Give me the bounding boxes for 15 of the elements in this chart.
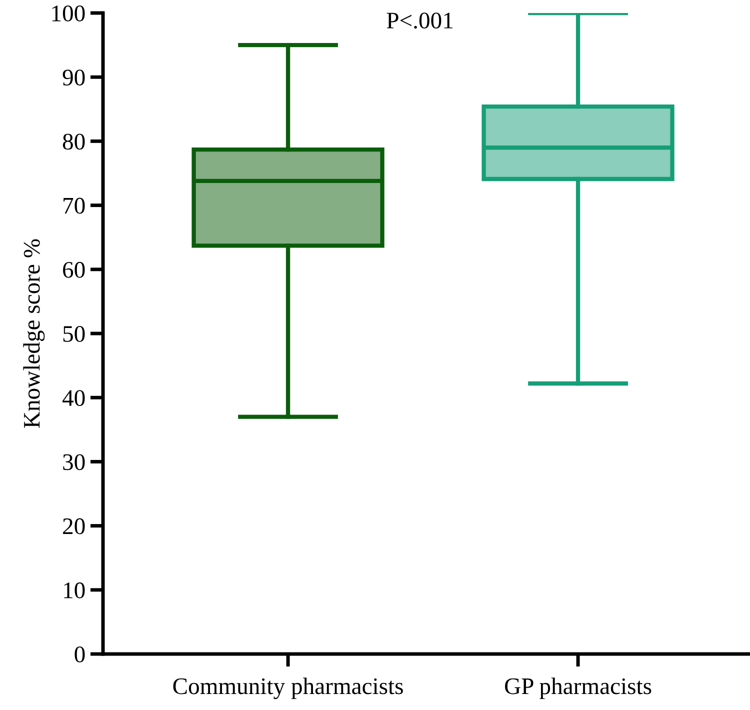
y-tick-label: 50 — [63, 326, 85, 342]
y-tick-label: 70 — [64, 198, 85, 214]
y-tick-label: 40 — [62, 390, 85, 406]
y-axis-title: Knowledge score % — [23, 239, 45, 428]
y-tick-label: 10 — [64, 582, 85, 598]
x-tick-label: GP pharmacists — [505, 678, 652, 700]
x-tick-label: Community pharmacists — [173, 678, 403, 700]
annotation: P<.001 — [386, 12, 452, 29]
y-tick-label: 20 — [63, 518, 85, 534]
y-tick-label: 100 — [52, 5, 85, 22]
y-tick-label: 30 — [63, 454, 85, 470]
y-tick-label: 60 — [63, 262, 85, 278]
y-tick-label: 0 — [74, 646, 85, 662]
y-tick-label: 80 — [62, 134, 85, 150]
y-tick-label: 90 — [62, 70, 85, 86]
